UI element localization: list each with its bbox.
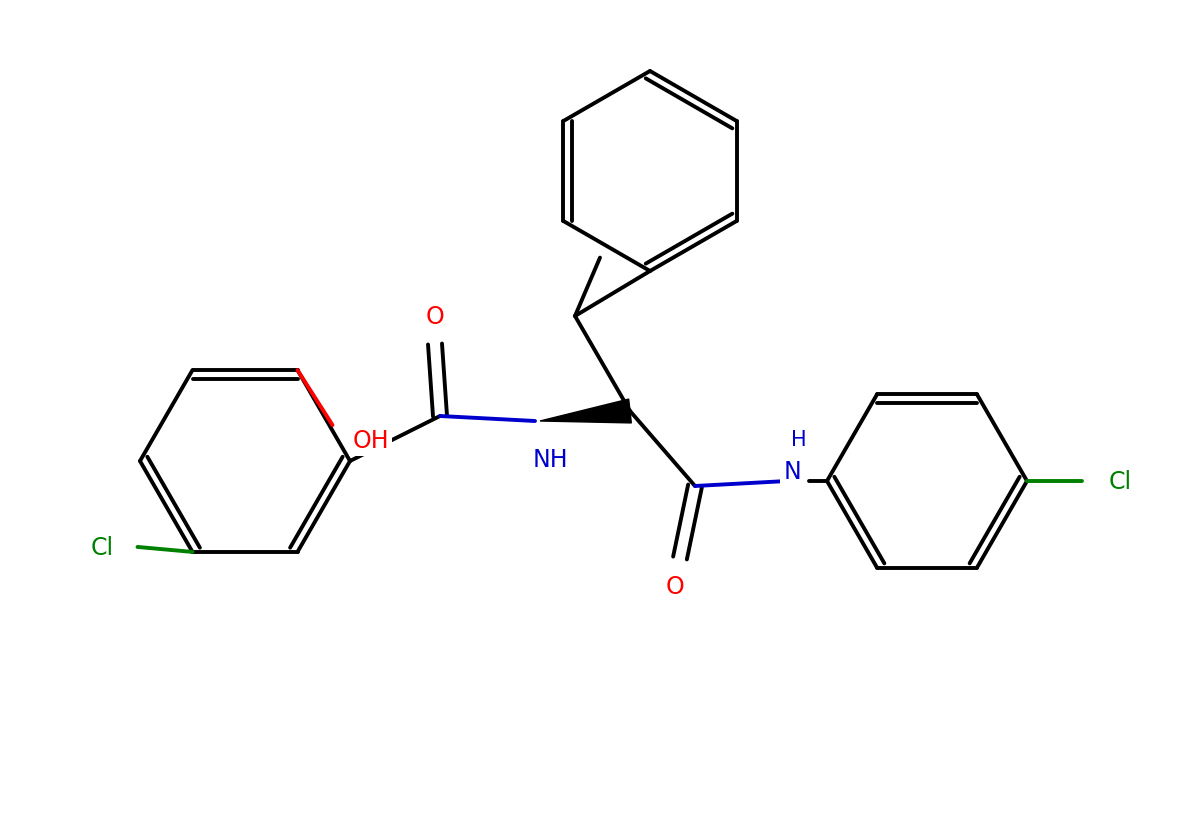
Polygon shape bbox=[540, 400, 631, 423]
Text: Cl: Cl bbox=[1109, 470, 1131, 493]
Text: N: N bbox=[784, 460, 800, 483]
Text: H: H bbox=[791, 430, 806, 450]
Text: OH: OH bbox=[353, 429, 388, 452]
Text: NH: NH bbox=[532, 447, 568, 472]
Text: Cl: Cl bbox=[91, 535, 114, 559]
Text: O: O bbox=[666, 574, 685, 599]
Text: O: O bbox=[425, 304, 444, 329]
